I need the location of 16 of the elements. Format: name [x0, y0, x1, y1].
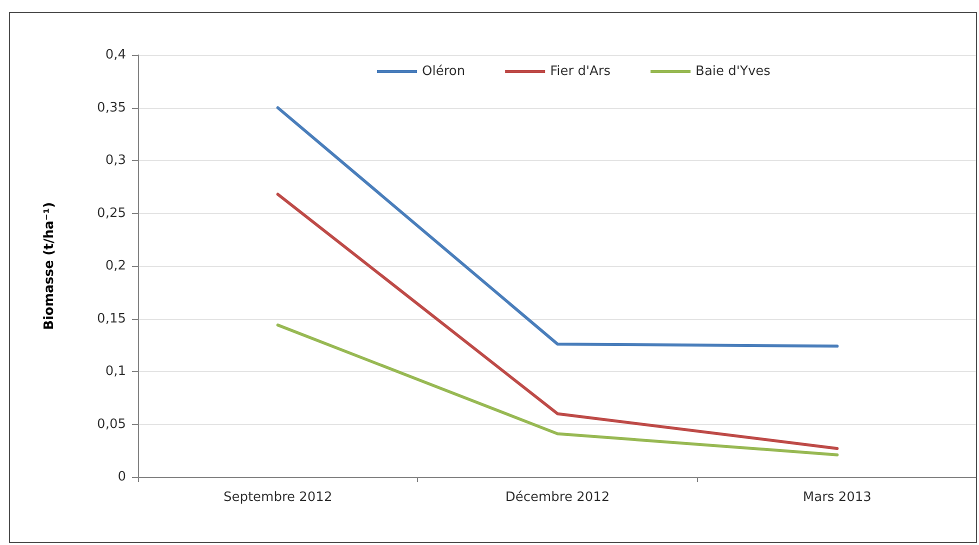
legend-label: Oléron [422, 64, 466, 79]
x-tick-label: Décembre 2012 [505, 490, 610, 505]
y-tick-label: 0,3 [105, 153, 126, 168]
y-axis-title: Biomasse (t/ha⁻¹) [42, 202, 57, 330]
y-tick-label: 0,4 [105, 48, 126, 62]
y-tick-label: 0,15 [97, 311, 126, 326]
y-tick-label: 0,25 [97, 206, 126, 221]
x-tick-label: Septembre 2012 [223, 490, 332, 505]
legend-label: Fier d'Ars [550, 64, 611, 79]
y-tick-label: 0,1 [105, 364, 126, 379]
y-tick-label: 0,35 [97, 100, 126, 116]
x-tick-label: Mars 2013 [802, 490, 872, 505]
y-tick-label: 0,05 [97, 416, 126, 432]
y-tick-label: 0 [118, 470, 126, 484]
legend-label: Baie d'Yves [696, 64, 771, 79]
y-tick-label: 0,2 [105, 258, 126, 274]
